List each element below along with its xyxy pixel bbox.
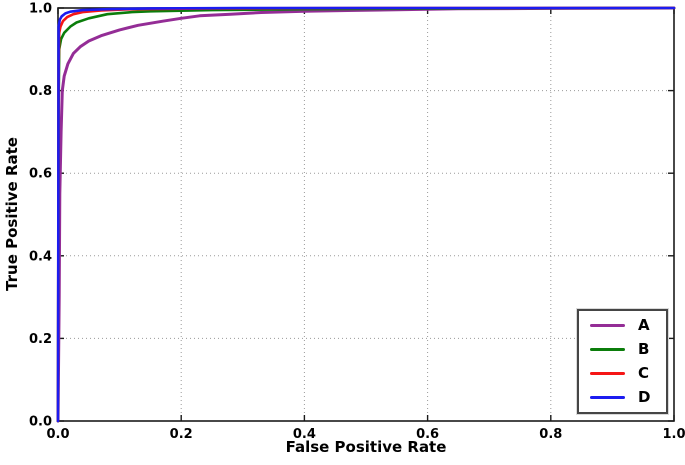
x-tick-label-5: 1.0 <box>662 427 685 442</box>
legend-swatch-d <box>590 395 625 399</box>
x-tick-labels: 0.0 0.2 0.4 0.6 0.8 1.0 <box>46 427 685 442</box>
y-tick-label-0: 0.0 <box>29 415 52 430</box>
curve-A <box>56 6 676 423</box>
x-tick-label-4: 0.8 <box>539 427 562 442</box>
legend-label-a: A <box>638 316 650 335</box>
legend-swatch-b <box>590 348 625 352</box>
legend-item-a: A <box>590 318 666 333</box>
x-tick-label-2: 0.4 <box>293 427 316 442</box>
legend-swatch-c <box>590 371 625 375</box>
x-tick-label-3: 0.6 <box>416 427 439 442</box>
legend-label-b: B <box>638 340 650 359</box>
x-tick-label-0: 0.0 <box>46 427 69 442</box>
legend-box: A B C D <box>577 309 668 414</box>
legend-item-d: D <box>590 387 666 406</box>
legend-label-d: D <box>638 387 651 406</box>
legend-item-c: C <box>590 363 666 382</box>
y-tick-labels: 0.0 0.2 0.4 0.6 0.8 1.0 <box>29 2 52 430</box>
legend-item-b: B <box>590 342 666 357</box>
x-axis-label: False Positive Rate <box>286 438 447 456</box>
y-tick-label-1: 0.2 <box>29 332 52 347</box>
y-axis-label: True Positive Rate <box>3 137 21 291</box>
curve-D <box>56 6 676 423</box>
y-tick-label-2: 0.4 <box>29 249 52 264</box>
curves <box>56 6 676 423</box>
legend-label-c: C <box>638 363 650 382</box>
y-tick-label-5: 1.0 <box>29 2 52 17</box>
y-tick-label-4: 0.8 <box>29 84 52 99</box>
y-tick-label-3: 0.6 <box>29 167 52 182</box>
x-tick-label-1: 0.2 <box>170 427 193 442</box>
legend-swatch-a <box>590 324 625 328</box>
gridlines <box>58 8 674 421</box>
